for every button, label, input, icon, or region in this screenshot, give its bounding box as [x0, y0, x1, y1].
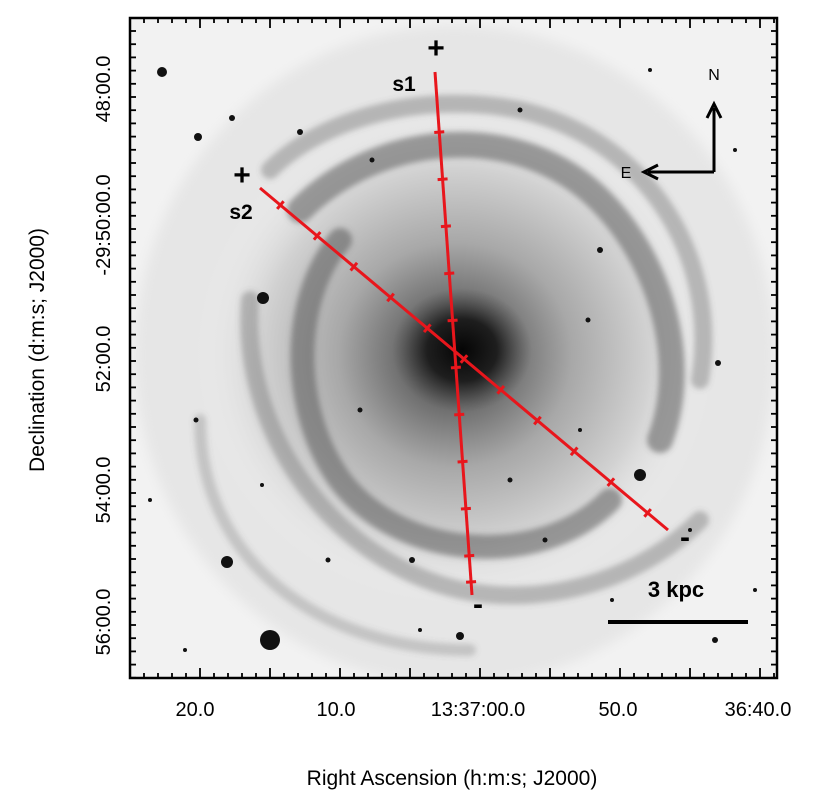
slit-s2-plus: + — [233, 159, 251, 192]
galaxy-core — [392, 288, 532, 412]
slit-s1-markers — [434, 130, 477, 584]
x-axis-title: Right Ascension (h:m:s; J2000) — [307, 767, 598, 790]
slit-s1: + s1 - — [392, 32, 483, 621]
slit-s1-marker — [447, 318, 458, 323]
slit-s2: + s2 - — [229, 159, 690, 554]
slit-s1-marker — [437, 177, 448, 182]
slit-s2-marker — [276, 200, 285, 210]
slit-s1-marker — [434, 130, 445, 134]
compass-north-label: N — [708, 67, 720, 84]
slit-s1-marker — [444, 271, 455, 276]
y-tick-label: -29:50:00.0 — [93, 174, 115, 275]
slit-s1-marker — [460, 506, 471, 511]
slit-s1-marker — [465, 580, 477, 584]
y-tick-label: 54:00.0 — [93, 457, 115, 524]
x-axis: 20.0 10.0 13:37:00.0 50.0 36:40.0 Right … — [176, 699, 792, 790]
slit-s2-marker — [643, 508, 652, 518]
slit-s2-minus: - — [680, 521, 690, 554]
slit-s1-marker — [457, 459, 468, 464]
foreground-stars — [148, 67, 757, 652]
scale-bar-label: 3 kpc — [648, 577, 704, 602]
y-tick-label: 52:00.0 — [93, 326, 115, 393]
slit-s2-marker — [606, 477, 616, 487]
x-tick-label: 10.0 — [317, 699, 356, 721]
y-axis-title: Declination (d:m:s; J2000) — [26, 228, 49, 472]
scale-bar: 3 kpc — [608, 577, 748, 624]
x-tick-label: 36:40.0 — [725, 699, 792, 721]
compass: N E — [621, 67, 723, 182]
slit-s1-marker — [464, 553, 475, 558]
slit-s1-plus: + — [427, 32, 445, 65]
x-tick-label: 13:37:00.0 — [431, 699, 526, 721]
compass-east-label: E — [621, 165, 632, 182]
frame-ticks — [130, 18, 777, 679]
slit-s2-marker — [386, 292, 395, 303]
slit-s2-marker — [349, 261, 359, 272]
slit-s2-marker — [533, 415, 542, 426]
slit-s2-label: s2 — [229, 201, 252, 224]
slit-s2-markers — [276, 200, 652, 518]
plot-frame — [128, 16, 779, 680]
slit-s2-marker — [422, 323, 432, 334]
x-tick-label: 20.0 — [176, 699, 215, 721]
slit-s1-minus: - — [473, 588, 483, 621]
slit-s1-marker — [440, 224, 452, 229]
slit-s2-marker — [459, 354, 469, 364]
slit-s1-marker — [454, 412, 465, 417]
y-tick-label: 56:00.0 — [93, 589, 115, 656]
slit-s2-marker — [312, 231, 322, 241]
x-tick-label: 50.0 — [599, 699, 638, 721]
slit-s1-label: s1 — [392, 73, 416, 96]
slit-s2-marker — [569, 446, 579, 457]
spiral-arms — [194, 94, 713, 656]
y-tick-label: 48:00.0 — [93, 56, 115, 123]
slit-s2-marker — [496, 384, 506, 395]
y-axis: 56:00.0 54:00.0 52:00.0 -29:50:00.0 48:0… — [26, 56, 115, 656]
slit-s1-marker — [450, 365, 461, 370]
